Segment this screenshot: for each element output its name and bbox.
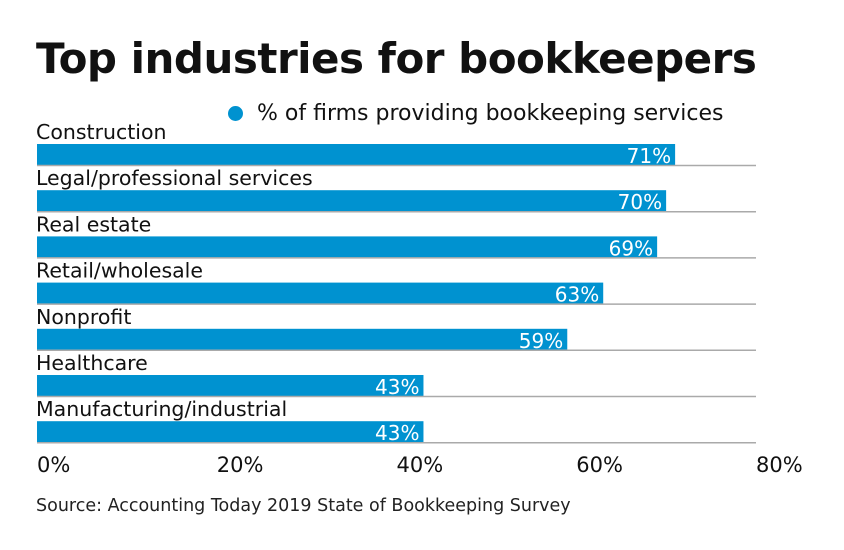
bar: [37, 190, 667, 212]
category-label: Legal/professional services: [36, 166, 313, 190]
chart-title: Top industries for bookkeepers: [36, 34, 757, 83]
data-label: 43%: [375, 421, 419, 445]
bar: [37, 375, 424, 396]
bar: [37, 236, 658, 258]
category-label: Nonprofit: [36, 305, 131, 329]
category-label: Construction: [36, 120, 167, 144]
category-label: Retail/wholesale: [36, 259, 203, 283]
bar: [37, 328, 568, 350]
x-tick-label: 20%: [217, 453, 264, 477]
bar: [37, 144, 676, 165]
data-label: 59%: [519, 329, 563, 353]
data-label: 70%: [618, 190, 662, 214]
bar: [37, 421, 424, 443]
legend-label: % of firms providing bookkeeping service…: [257, 101, 724, 126]
source-note: Source: Accounting Today 2019 State of B…: [36, 496, 571, 516]
data-label: 63%: [555, 283, 599, 307]
x-tick-label: 0%: [37, 453, 70, 477]
category-label: Healthcare: [36, 351, 148, 375]
category-label: Manufacturing/industrial: [36, 397, 287, 421]
category-label: Real estate: [36, 212, 151, 236]
data-label: 43%: [375, 375, 419, 399]
x-tick-label: 80%: [756, 453, 803, 477]
data-label: 71%: [627, 144, 671, 168]
legend: % of firms providing bookkeeping service…: [228, 101, 724, 126]
legend-swatch: [228, 106, 243, 121]
x-tick-label: 60%: [576, 453, 623, 477]
x-tick-label: 40%: [397, 453, 444, 477]
data-label: 69%: [609, 236, 653, 260]
bar: [37, 282, 604, 304]
